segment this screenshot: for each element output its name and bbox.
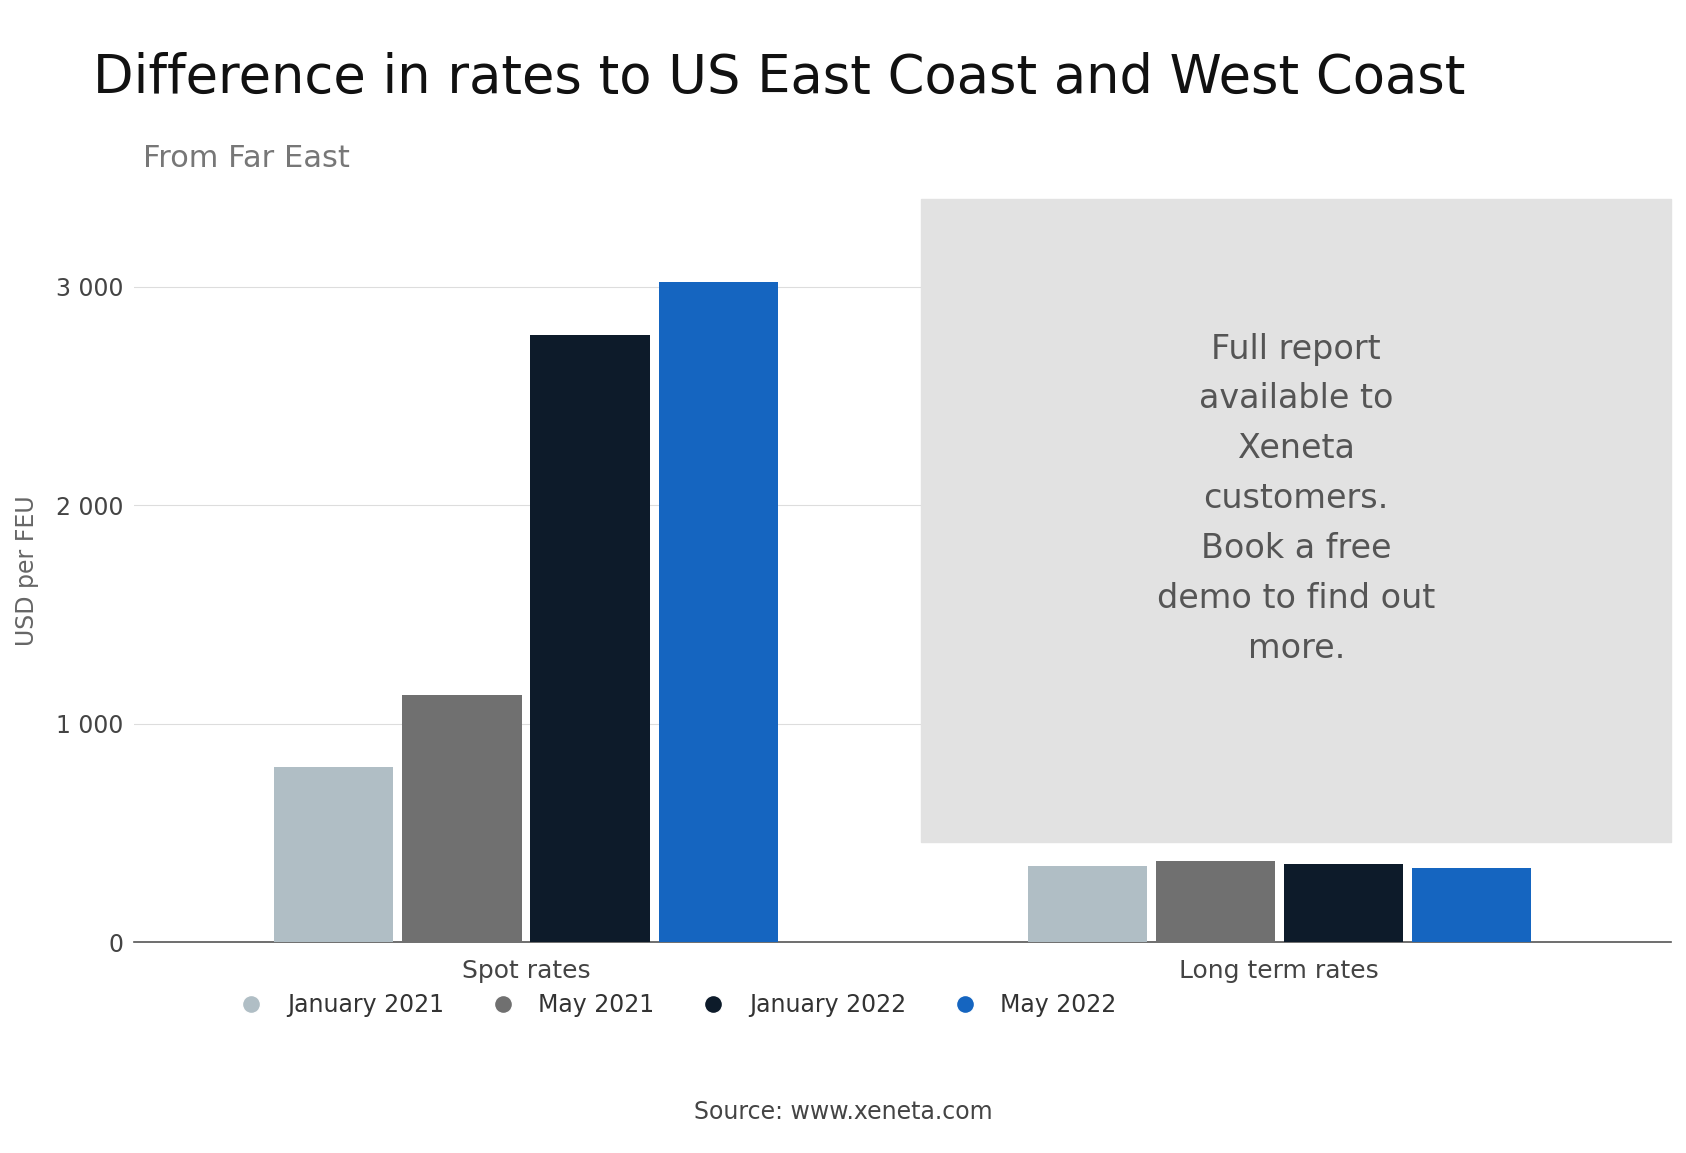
- Bar: [1411, 868, 1531, 942]
- Bar: [1283, 864, 1403, 942]
- Bar: [1028, 866, 1146, 942]
- Bar: [1155, 861, 1275, 942]
- Bar: [275, 768, 393, 942]
- Text: Source: www.xeneta.com: Source: www.xeneta.com: [693, 1100, 993, 1124]
- Bar: [403, 695, 521, 942]
- Text: Full report
available to
Xeneta
customers.
Book a free
demo to find out
more.: Full report available to Xeneta customer…: [1157, 332, 1435, 665]
- Y-axis label: USD per FEU: USD per FEU: [15, 496, 39, 646]
- Text: Difference in rates to US East Coast and West Coast: Difference in rates to US East Coast and…: [93, 52, 1465, 104]
- Legend: January 2021, May 2021, January 2022, May 2022: January 2021, May 2021, January 2022, Ma…: [217, 984, 1126, 1027]
- Bar: [659, 282, 777, 942]
- Bar: [922, 199, 1671, 842]
- Text: From Far East: From Far East: [143, 144, 351, 173]
- Bar: [531, 334, 649, 942]
